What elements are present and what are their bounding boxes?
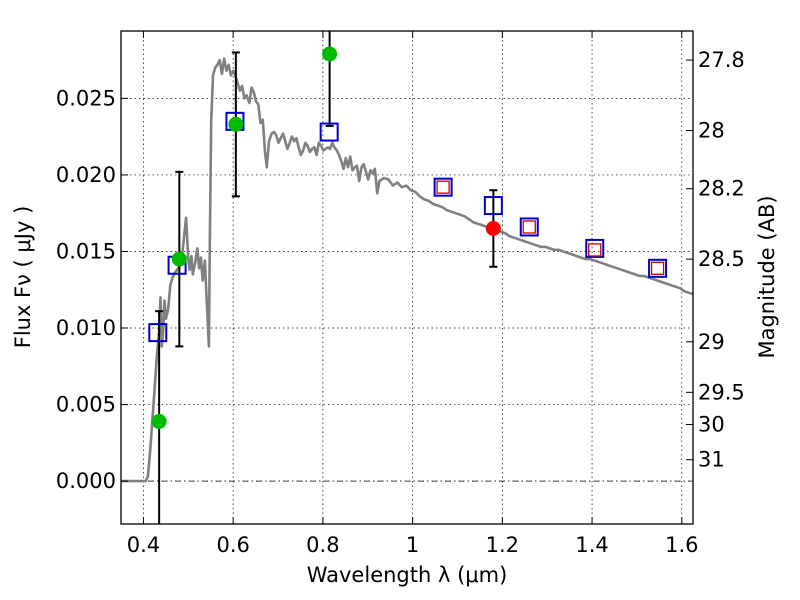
model-band-inner-marker [522,220,536,234]
model-band-marker [433,177,453,197]
x-tick-label: 0.8 [306,533,339,557]
model-band-marker [148,323,168,343]
x-tick-label: 1.6 [665,533,698,557]
grid-layer [121,31,693,524]
mag-tick-label: 30 [698,412,725,436]
y-tick-label: 0.005 [56,393,116,417]
y-tick-label: 0.010 [56,316,116,340]
y-tick-label: 0.015 [56,239,116,263]
plot-frame [120,30,694,525]
y-axis-label: Flux Fν ( μJy ) [11,206,35,349]
model-band-marker [319,122,339,142]
observed-flux-point [228,116,244,132]
y-tick-label: 0.020 [56,163,116,187]
model-band-marker [519,217,539,237]
observed-flux-point [151,413,167,429]
model-band-marker [585,238,605,258]
model-sed-line [121,57,693,483]
model-band-marker [483,196,503,216]
x-tick-label: 1 [406,533,419,557]
mag-tick-label: 31 [698,448,725,472]
y-tick-label: 0.000 [56,469,116,493]
right-axis-label: Magnitude (AB) [755,195,779,358]
y-tick-label: 0.025 [56,86,116,110]
x-tick-label: 1.2 [486,533,519,557]
model-band-inner-marker [436,180,450,194]
observed-flux-point [322,46,338,62]
mag-tick-label: 28.2 [698,177,745,201]
mag-tick-label: 27.8 [698,48,745,72]
model-band-inner-marker [650,261,665,275]
x-tick-label: 1.4 [575,533,608,557]
mag-tick-label: 28.5 [698,247,745,271]
model-band-inner-marker [588,243,602,257]
tick-layer: 0.4 0.6 0.8 1 1.2 1.4 1.6 0.000 0.005 0.010 0.015 0… [56,31,745,557]
x-tick-label: 0.4 [127,533,160,557]
observed-flux-point [485,221,501,237]
mag-tick-label: 29 [698,330,725,354]
mag-tick-label: 28 [698,119,725,143]
mag-tick-label: 29.5 [698,380,745,404]
model-band-marker [648,258,668,278]
observed-flux-point [171,251,187,267]
x-axis-label: Wavelength λ (μm) [307,563,508,587]
x-tick-label: 0.6 [216,533,249,557]
data-layer [121,31,693,524]
